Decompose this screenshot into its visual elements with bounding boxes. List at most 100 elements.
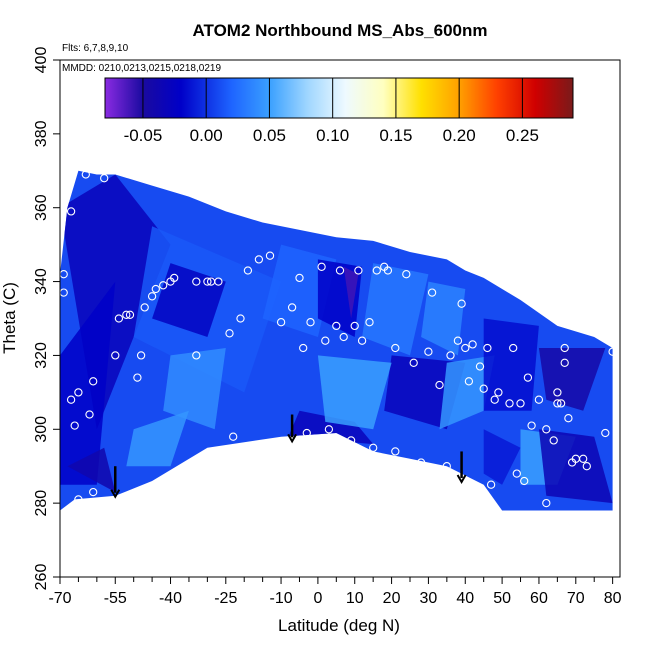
field-patch xyxy=(343,266,359,319)
sample-point xyxy=(453,336,463,345)
sample-point xyxy=(490,395,499,404)
colorbar-tick-label: 0.25 xyxy=(506,126,539,145)
sample-point xyxy=(391,343,400,353)
sample-point xyxy=(125,310,135,319)
sample-point xyxy=(140,303,149,312)
sample-point xyxy=(461,343,470,353)
sample-point xyxy=(147,292,157,301)
sample-point xyxy=(553,388,562,397)
flights-subtitle: Flts: 6,7,8,9,10 xyxy=(62,43,129,54)
sample-point xyxy=(582,462,591,471)
x-tick-label: 30 xyxy=(420,590,438,607)
down-arrow xyxy=(110,466,121,499)
sample-point xyxy=(317,262,326,271)
sample-point xyxy=(520,476,529,486)
sample-point xyxy=(427,288,437,297)
sample-point xyxy=(81,170,90,179)
field-patch xyxy=(483,429,521,485)
down-arrow xyxy=(287,414,297,444)
sample-point xyxy=(265,251,275,260)
sample-point xyxy=(89,377,98,386)
down-arrow xyxy=(456,451,467,485)
colorbar-tick-label: 0.00 xyxy=(190,126,223,145)
sample-point xyxy=(287,303,297,312)
sample-point xyxy=(306,318,315,327)
sample-point xyxy=(446,351,455,360)
x-tick-label: 50 xyxy=(493,590,511,607)
sample-point xyxy=(192,277,201,286)
y-tick-label: 400 xyxy=(33,47,50,74)
y-tick-label: 340 xyxy=(33,268,50,295)
field-patch xyxy=(421,281,466,356)
sample-point xyxy=(475,362,485,371)
sample-point xyxy=(424,347,433,356)
sample-point xyxy=(295,273,304,283)
field-patch xyxy=(439,355,495,430)
y-tick-label: 380 xyxy=(33,120,50,147)
colorbar-frame xyxy=(104,77,574,119)
sample-point xyxy=(63,506,72,515)
heatmap-field xyxy=(60,170,613,511)
x-axis: -70 -55 -40 -25 -10 0 10 20 30 40 50 60 70 80 xyxy=(48,577,622,607)
colorbar-gradient xyxy=(105,78,573,118)
sample-point xyxy=(435,380,444,390)
sample-point xyxy=(534,395,544,404)
sample-point xyxy=(111,351,120,360)
sample-point xyxy=(159,281,168,290)
sample-point xyxy=(254,255,264,264)
sample-point xyxy=(214,277,223,286)
sample-point xyxy=(527,421,536,430)
colorbar-tick-label: 0.10 xyxy=(316,126,349,145)
sample-point xyxy=(579,454,588,463)
sample-point xyxy=(357,336,367,345)
sample-point xyxy=(553,399,562,408)
sample-point xyxy=(542,425,551,434)
sample-point xyxy=(523,373,533,382)
colorbar: -0.05 0.00 0.05 0.10 0.15 0.20 0.25 xyxy=(104,77,574,145)
x-tick-label: 20 xyxy=(383,590,401,607)
sample-point xyxy=(601,428,610,438)
sample-point xyxy=(391,447,400,456)
x-tick-label: 40 xyxy=(456,590,474,607)
sample-point xyxy=(66,207,76,216)
sample-points xyxy=(60,170,617,515)
sample-point xyxy=(85,410,94,419)
sample-point xyxy=(74,388,83,397)
field-patch xyxy=(126,410,189,467)
colorbar-tick-label: 0.05 xyxy=(253,126,286,145)
sample-point xyxy=(516,399,525,408)
x-axis-label: Latitude (deg N) xyxy=(278,616,400,635)
sample-point xyxy=(299,343,308,353)
sample-point xyxy=(203,277,212,286)
sample-point xyxy=(542,498,551,508)
x-tick-label: -55 xyxy=(104,590,127,607)
sample-point xyxy=(549,436,558,445)
sample-point xyxy=(89,487,98,497)
sample-point xyxy=(354,266,363,275)
arrow-head xyxy=(456,474,467,485)
colorbar-tick-label: 0.15 xyxy=(379,126,412,145)
sample-point xyxy=(74,495,83,504)
sample-point xyxy=(136,351,146,360)
plot-frame xyxy=(59,59,621,578)
colorbar-tick-label: -0.05 xyxy=(124,126,163,145)
sample-point xyxy=(192,351,201,360)
sample-point xyxy=(335,266,345,275)
field-patch xyxy=(362,263,429,356)
sample-point xyxy=(100,174,109,183)
sample-point xyxy=(346,436,356,445)
sample-point xyxy=(416,458,426,467)
x-tick-label: -70 xyxy=(48,590,71,607)
x-tick-label: -10 xyxy=(269,590,292,607)
sample-point xyxy=(302,428,311,438)
sample-point xyxy=(409,358,418,367)
sample-point xyxy=(276,318,286,327)
y-tick-label: 280 xyxy=(33,490,50,517)
sample-point xyxy=(122,310,131,319)
sample-point xyxy=(339,332,348,342)
y-tick-label: 300 xyxy=(33,416,50,443)
arrow-head xyxy=(110,489,121,499)
sample-point xyxy=(321,336,330,345)
sample-point xyxy=(483,343,492,353)
